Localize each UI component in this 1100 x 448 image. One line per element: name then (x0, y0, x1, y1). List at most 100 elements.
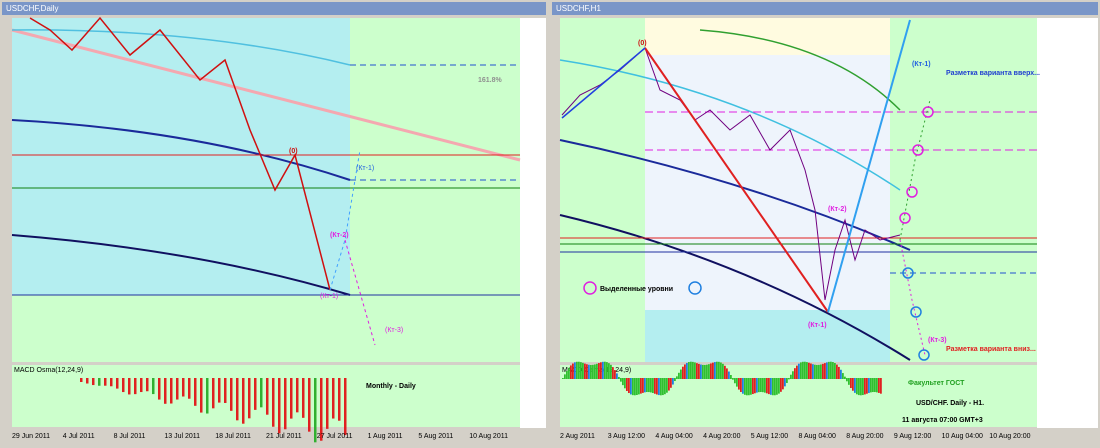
point-label: (0) (289, 148, 298, 155)
macd-bar (302, 378, 305, 418)
macd-bar (98, 378, 101, 386)
macd-bar (134, 378, 137, 395)
date-label: 10 Aug 04:00 (942, 433, 983, 440)
macd-bar (588, 364, 590, 379)
macd-bar (326, 378, 329, 429)
date-label: 18 Jul 2011 (215, 433, 251, 440)
point-label: (Кт-1) (356, 165, 374, 172)
macd-bar (254, 378, 257, 410)
macd-bar (820, 364, 822, 379)
channel (11, 119, 351, 181)
macd-bar (320, 378, 323, 441)
macd-bar (862, 378, 864, 396)
macd-bar (866, 378, 868, 394)
macd-bar (840, 369, 842, 379)
macd-bar (586, 364, 588, 379)
macd-bar (874, 378, 876, 393)
macd-bar (590, 364, 592, 379)
macd-bar (182, 378, 185, 397)
macd-bar (736, 378, 738, 387)
macd-bar (630, 378, 632, 395)
macd-bar (194, 378, 197, 406)
projection (344, 239, 376, 346)
macd-bar (582, 362, 584, 379)
macd-bar (266, 378, 269, 415)
macd-bar (684, 364, 686, 379)
date-label: 21 Jul 2011 (266, 433, 302, 440)
channel (11, 234, 351, 296)
zone (12, 18, 350, 295)
title-bar (2, 2, 546, 15)
macd-bar (580, 362, 582, 379)
macd-bar (792, 371, 794, 379)
macd-bar (700, 364, 702, 379)
macd-bar (746, 378, 748, 396)
macd-bar (848, 378, 850, 385)
macd-bar (836, 364, 838, 379)
date-label: 10 Aug 20:00 (989, 433, 1030, 440)
macd-bar (774, 378, 776, 396)
macd-bar (678, 372, 680, 379)
macd-bar (738, 378, 740, 390)
macd-bar (790, 374, 792, 379)
macd-bar (624, 378, 626, 389)
macd-bar (248, 378, 251, 419)
macd-bar (762, 378, 764, 393)
macd-bar (568, 367, 570, 379)
macd-bar (600, 362, 602, 379)
macd-bar (714, 362, 716, 379)
macd-bar (622, 378, 624, 386)
macd-bar (640, 378, 642, 394)
caption: 11 августа 07:00 GMT+3 (902, 417, 983, 424)
macd-bar (122, 378, 125, 393)
projection (899, 99, 931, 241)
zone (645, 18, 890, 55)
macd-bar (188, 378, 191, 399)
macd-bar (170, 378, 173, 404)
channel (11, 29, 351, 66)
macd-bar (804, 361, 806, 379)
macd-bar (868, 378, 870, 393)
macd-bar (752, 378, 754, 395)
macd-bar (200, 378, 203, 413)
macd-bar (140, 378, 143, 393)
caption: Monthly - Daily (366, 383, 416, 390)
date-label: 4 Aug 20:00 (703, 433, 740, 440)
macd-bar (692, 361, 694, 379)
macd-bar (696, 363, 698, 379)
macd-bar (562, 378, 564, 379)
date-label: 1 Aug 2011 (368, 433, 403, 440)
date-label: 5 Aug 2011 (418, 433, 453, 440)
macd-bar (104, 378, 107, 386)
macd-bar (688, 361, 690, 379)
note: Разметка варианта вниз... (946, 346, 1036, 353)
date-label: 2 Aug 2011 (560, 433, 595, 440)
macd-bar (606, 362, 608, 379)
macd-bar (872, 378, 874, 393)
trend-line (11, 28, 521, 162)
macd-bar (852, 378, 854, 391)
macd-bar (152, 378, 155, 395)
fib-label: 161.8% (478, 77, 503, 84)
point-label: (Кт-3) (928, 337, 947, 344)
date-label: 10 Aug 2011 (469, 433, 508, 440)
macd-bar (666, 378, 668, 393)
macd-bar (668, 378, 670, 391)
macd-bar (658, 378, 660, 396)
macd-bar (780, 378, 782, 392)
date-label: 4 Aug 04:00 (655, 433, 692, 440)
macd-bar (830, 361, 832, 379)
macd-bar (778, 378, 780, 394)
date-label: 4 Jul 2011 (63, 433, 95, 440)
zone (645, 18, 890, 310)
macd-bar (760, 378, 762, 393)
macd-bar (642, 378, 644, 393)
macd-bar (612, 367, 614, 379)
macd-bar (740, 378, 742, 392)
macd-bar (880, 378, 882, 394)
macd-bar (754, 378, 756, 394)
macd-bar (858, 378, 860, 396)
macd-bar (682, 366, 684, 379)
macd-bar (296, 378, 299, 413)
macd-bar (822, 363, 824, 379)
